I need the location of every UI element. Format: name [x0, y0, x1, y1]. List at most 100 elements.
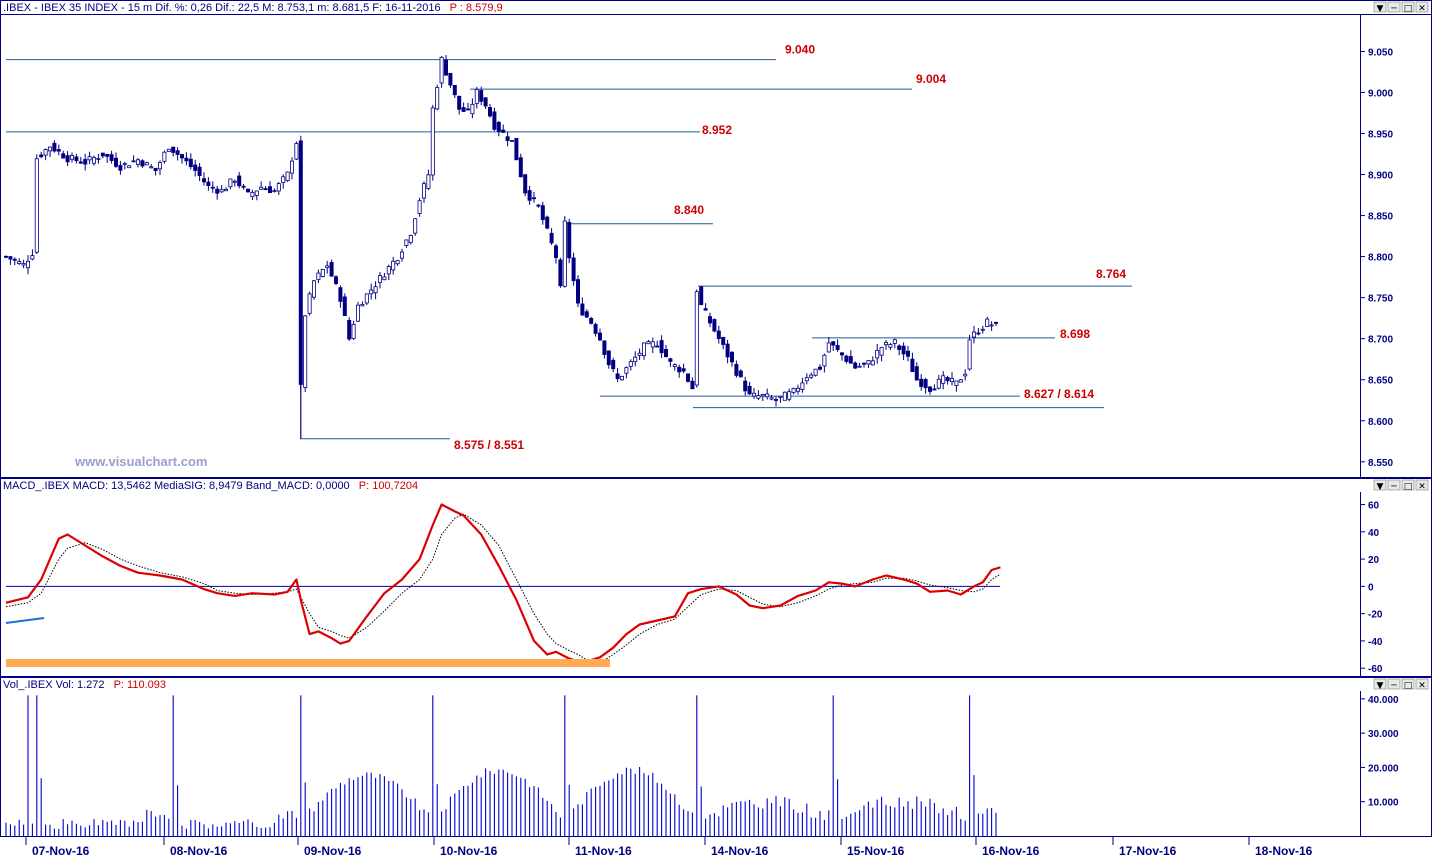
candle-body	[505, 136, 510, 142]
candle-body	[532, 197, 537, 200]
candle-body	[426, 174, 431, 189]
candle-body	[690, 380, 695, 390]
candle-body	[237, 175, 242, 187]
price-window-buttons: ▼ ─ □ ✕	[1373, 1, 1429, 14]
window-button[interactable]	[1373, 479, 1387, 491]
candle-body	[87, 156, 92, 161]
candle-body	[558, 259, 563, 287]
candle-body	[17, 261, 22, 264]
candle-body	[452, 85, 457, 96]
candle-body	[879, 347, 884, 356]
candle-body	[30, 255, 35, 260]
volume-tick-label: 10.000	[1368, 798, 1399, 809]
candle-body	[465, 108, 470, 111]
price-tick-label: 8.950	[1368, 129, 1393, 140]
candle-body	[752, 392, 757, 397]
candle-body	[342, 296, 347, 316]
candle-body	[188, 158, 193, 168]
candle-body	[479, 90, 484, 102]
window-button-glyph: ▼	[1377, 482, 1384, 492]
window-button[interactable]	[1401, 479, 1415, 491]
candle-body	[972, 331, 977, 338]
candle-body	[457, 95, 462, 110]
window-button-glyph: ✕	[1418, 482, 1426, 492]
candle-body	[664, 348, 669, 358]
watermark: www.visualchart.com	[74, 454, 207, 469]
candle-body	[743, 380, 748, 392]
window-button[interactable]	[1387, 1, 1401, 13]
level-label: 8.627 / 8.614	[1024, 387, 1094, 401]
candle-body	[844, 355, 849, 362]
price-tick-label: 8.600	[1368, 417, 1393, 428]
candle-body	[127, 165, 132, 169]
candle-body	[56, 149, 61, 152]
price-header-info: .IBEX - IBEX 35 INDEX - 15 m Dif. %: 0,2…	[3, 2, 441, 14]
candle-body	[373, 286, 378, 294]
candle-body	[92, 157, 97, 164]
candle-body	[774, 399, 779, 401]
macd-panel-frame	[0, 478, 1432, 677]
candle-body	[672, 364, 677, 367]
price-tick-label: 9.050	[1368, 47, 1393, 58]
candle-body	[967, 339, 972, 370]
window-button[interactable]	[1387, 678, 1401, 690]
candle-body	[259, 186, 264, 190]
candle-body	[43, 149, 48, 156]
candle-body	[822, 354, 827, 367]
candle-body	[919, 378, 924, 387]
candle-body	[914, 366, 919, 381]
candle-body	[866, 360, 871, 365]
level-label: 8.575 / 8.551	[454, 438, 524, 452]
window-button[interactable]	[1415, 678, 1429, 690]
window-button[interactable]	[1415, 1, 1429, 13]
candle-body	[61, 153, 66, 159]
candle-body	[241, 185, 246, 188]
candle-body	[945, 377, 950, 382]
x-tick-label: 07-Nov-16	[32, 844, 90, 857]
candle-body	[131, 160, 136, 163]
window-button[interactable]	[1373, 1, 1387, 13]
candle-body	[615, 373, 620, 380]
candle-body	[364, 293, 369, 304]
candle-body	[611, 359, 616, 370]
candle-body	[787, 391, 792, 400]
candle-body	[109, 154, 114, 161]
volume-tick-label: 30.000	[1368, 729, 1399, 740]
candle-body	[606, 350, 611, 366]
window-button[interactable]	[1387, 479, 1401, 491]
window-button-glyph: □	[1404, 4, 1413, 14]
candle-body	[333, 276, 338, 284]
candle-body	[443, 59, 448, 76]
window-button[interactable]	[1415, 479, 1429, 491]
volume-panel-header: Vol_.IBEX Vol: 1.272 P: 110.093	[3, 679, 166, 691]
price-candles	[4, 54, 999, 439]
candle-body	[527, 190, 532, 201]
window-button[interactable]	[1373, 678, 1387, 690]
candle-body	[928, 386, 933, 392]
candle-body	[637, 352, 642, 356]
candle-body	[910, 358, 915, 373]
candle-body	[580, 303, 585, 316]
candle-body	[708, 316, 713, 324]
window-button[interactable]	[1401, 678, 1415, 690]
window-button[interactable]	[1401, 1, 1415, 13]
candle-body	[171, 146, 176, 153]
price-tick-label: 8.900	[1368, 171, 1393, 182]
candle-body	[461, 107, 466, 112]
candle-body	[470, 103, 475, 115]
candle-body	[122, 162, 127, 165]
candle-body	[760, 394, 765, 397]
candle-body	[826, 342, 831, 353]
candle-body	[747, 385, 752, 395]
candle-body	[144, 162, 149, 166]
candle-body	[725, 343, 730, 358]
candle-body	[377, 275, 382, 283]
candle-body	[738, 370, 743, 378]
candle-body	[782, 391, 787, 401]
candle-body	[193, 164, 198, 171]
candle-body	[483, 97, 488, 107]
macd-signal-line	[5, 513, 1001, 664]
candle-body	[721, 337, 726, 345]
level-label: 9.004	[916, 72, 946, 86]
candle-body	[250, 192, 255, 198]
